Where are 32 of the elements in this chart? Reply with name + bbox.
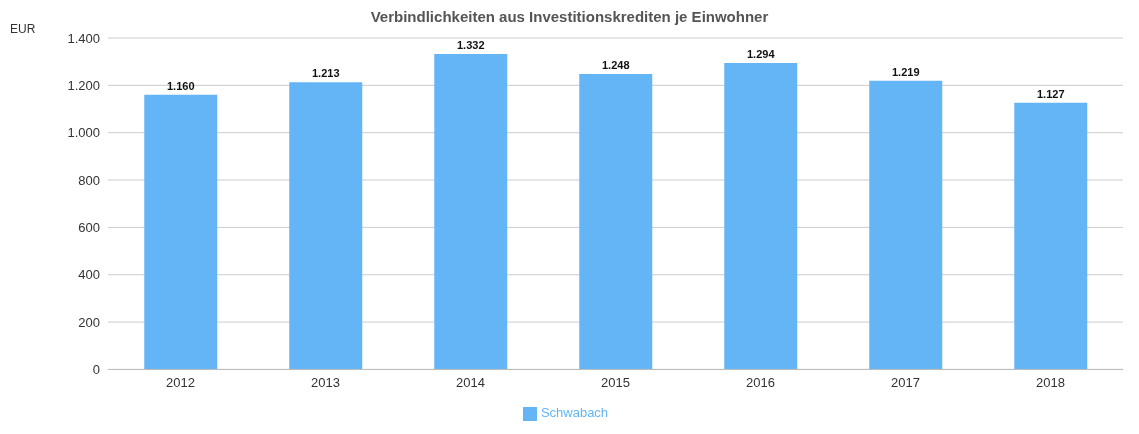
x-tick-label: 2013	[311, 374, 340, 390]
bar	[144, 94, 218, 370]
data-label: 1.213	[311, 67, 340, 80]
y-tick-label: 800	[78, 172, 100, 188]
bar	[434, 54, 508, 370]
data-label: 1.127	[1036, 87, 1065, 100]
bar	[1014, 102, 1088, 370]
x-tick-label: 2015	[601, 374, 630, 390]
x-tick-label: 2012	[166, 374, 195, 390]
y-tick-label: 1.000	[67, 125, 100, 141]
y-tick-label: 400	[78, 267, 100, 283]
y-tick-label: 1.200	[67, 77, 100, 93]
data-label: 1.248	[601, 58, 630, 71]
data-label: 1.294	[746, 48, 776, 61]
bar	[579, 73, 653, 370]
y-tick-label: 1.400	[67, 30, 100, 46]
x-tick-label: 2014	[456, 374, 485, 390]
y-axis-title: EUR	[10, 22, 36, 36]
bar	[724, 63, 798, 370]
data-label: 1.160	[166, 79, 195, 92]
chart-title: Verbindlichkeiten aus Investitionskrediten je Einwohner	[370, 8, 769, 25]
bar	[869, 80, 943, 370]
data-label: 1.332	[456, 39, 485, 52]
data-label: 1.219	[891, 65, 920, 78]
y-tick-label: 0	[92, 362, 100, 378]
x-tick-label: 2017	[891, 374, 920, 390]
y-tick-label: 200	[78, 314, 100, 330]
x-tick-label: 2018	[1036, 374, 1065, 390]
bar	[289, 82, 363, 370]
x-tick-label: 2016	[746, 374, 775, 390]
legend-label: Schwabach	[540, 405, 609, 421]
y-tick-label: 600	[78, 220, 100, 236]
